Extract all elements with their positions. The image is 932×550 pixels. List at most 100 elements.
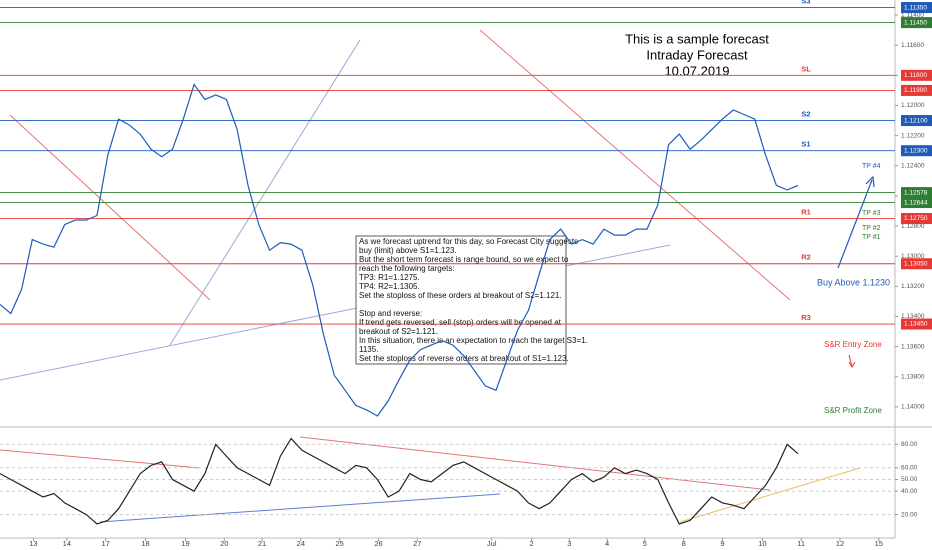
annotation: TP #3	[862, 210, 881, 217]
level-label: 1.12300	[904, 147, 928, 154]
note-line: breakout of S2=1.121.	[359, 327, 438, 336]
note-line: TP3: R1=1.1275.	[359, 273, 420, 282]
x-tick-label: 8	[682, 539, 686, 548]
level-name: R2	[801, 253, 811, 262]
annotation: S&R Entry Zone	[824, 340, 882, 349]
level-box	[901, 69, 932, 81]
level-name: SL	[801, 64, 811, 73]
x-tick-label: 5	[643, 539, 647, 548]
annotation: Buy Above 1.1230	[817, 277, 890, 287]
title: Intraday Forecast	[646, 47, 748, 62]
level-box	[901, 197, 932, 209]
x-tick-label: 10	[758, 539, 766, 548]
note-line: Set the stoploss of reverse orders at br…	[359, 354, 569, 363]
level-box	[901, 115, 932, 127]
annotation: TP #2	[862, 225, 881, 232]
note-line: buy (limit) above S1=1.123.	[359, 246, 457, 255]
annotation: S&R Profit Zone	[824, 406, 882, 415]
x-tick-label: 26	[374, 539, 382, 548]
y-tick-label: 1.13400	[901, 313, 925, 320]
level-label: 1.13450	[904, 321, 928, 328]
note-line: TP4: R2=1.1305.	[359, 282, 420, 291]
y-tick-label: 1.14000	[901, 404, 925, 411]
x-tick-label: 3	[567, 539, 571, 548]
trendline	[0, 449, 201, 469]
arrow-head	[865, 175, 875, 188]
level-box	[901, 258, 932, 270]
x-tick-label: 20	[220, 539, 228, 548]
series-line	[0, 83, 799, 417]
level-label: 1.12750	[904, 215, 928, 222]
note-line: If trend gets reversed, sell (stop) orde…	[359, 318, 562, 327]
title: This is a sample forecast	[625, 31, 769, 46]
x-tick-label: Jul	[487, 539, 497, 548]
level-box	[901, 213, 932, 225]
level-name: S1	[801, 140, 810, 149]
y-tick-label: 1.13200	[901, 283, 925, 290]
note-line: 1135.	[359, 345, 378, 354]
x-tick-label: 2	[530, 539, 534, 548]
level-label: 1.11350	[904, 4, 927, 11]
arrow-head	[848, 361, 856, 368]
y-tick-label: 50.00	[901, 476, 918, 483]
y-tick-label: 1.11600	[901, 42, 924, 49]
level-box	[901, 318, 932, 330]
y-tick-label: 1.12400	[901, 162, 925, 169]
x-tick-label: 17	[102, 539, 110, 548]
x-tick-label: 11	[797, 539, 805, 548]
y-tick-label: 1.13000	[901, 253, 925, 260]
x-tick-label: 24	[297, 539, 305, 548]
level-label: 1.13050	[904, 260, 928, 267]
note-line: As we forecast uptrend for this day, so …	[359, 237, 578, 246]
level-box	[901, 187, 932, 199]
trendline	[99, 493, 501, 523]
x-tick-label: 12	[836, 539, 844, 548]
level-label: 1.12644	[904, 199, 928, 206]
level-name: R3	[801, 313, 811, 322]
note-line: But the short term forecast is range bou…	[359, 255, 569, 264]
note-line: reach the following targets:	[359, 264, 455, 273]
trendline	[299, 436, 771, 491]
series-line	[0, 437, 799, 525]
level-box	[901, 145, 932, 157]
level-label: 1.11900	[904, 87, 927, 94]
arrow	[837, 179, 873, 269]
y-tick-label: 1.12200	[901, 132, 925, 139]
annotation: TP #1	[862, 234, 881, 241]
level-name: S3	[801, 0, 810, 6]
y-tick-label: 20.00	[901, 511, 918, 518]
x-tick-label: 25	[335, 539, 343, 548]
level-label: 1.11450	[904, 19, 927, 26]
level-box	[901, 84, 932, 96]
level-name: S2	[801, 110, 810, 119]
y-tick-label: 60.00	[901, 465, 918, 472]
y-tick-label: 1.13800	[901, 373, 925, 380]
x-tick-label: 19	[181, 539, 189, 548]
x-tick-label: 9	[720, 539, 724, 548]
y-tick-label: 1.13600	[901, 343, 925, 350]
x-tick-label: 18	[141, 539, 149, 548]
x-tick-label: 4	[605, 539, 609, 548]
y-tick-label: 40.00	[901, 488, 918, 495]
level-label: 1.12100	[904, 117, 928, 124]
note-line: Set the stoploss of these orders at brea…	[359, 291, 562, 300]
x-tick-label: 15	[875, 539, 883, 548]
trendline	[9, 114, 211, 301]
level-box	[901, 2, 932, 14]
x-tick-label: 14	[63, 539, 71, 548]
annotation: TP #4	[862, 163, 881, 170]
note-line: Stop and reverse:	[359, 309, 422, 318]
level-name: R1	[801, 208, 811, 217]
level-box	[901, 17, 932, 29]
y-tick-label: 1.12000	[901, 102, 925, 109]
level-label: 1.11800	[904, 72, 927, 79]
x-tick-label: 13	[29, 539, 37, 548]
x-tick-label: 27	[413, 539, 421, 548]
trendline	[679, 467, 861, 523]
level-label: 1.12578	[904, 189, 928, 196]
x-tick-label: 21	[258, 539, 266, 548]
title: 10.07.2019	[664, 63, 729, 78]
y-tick-label: 1.11400	[901, 12, 924, 19]
arrow	[848, 354, 853, 367]
